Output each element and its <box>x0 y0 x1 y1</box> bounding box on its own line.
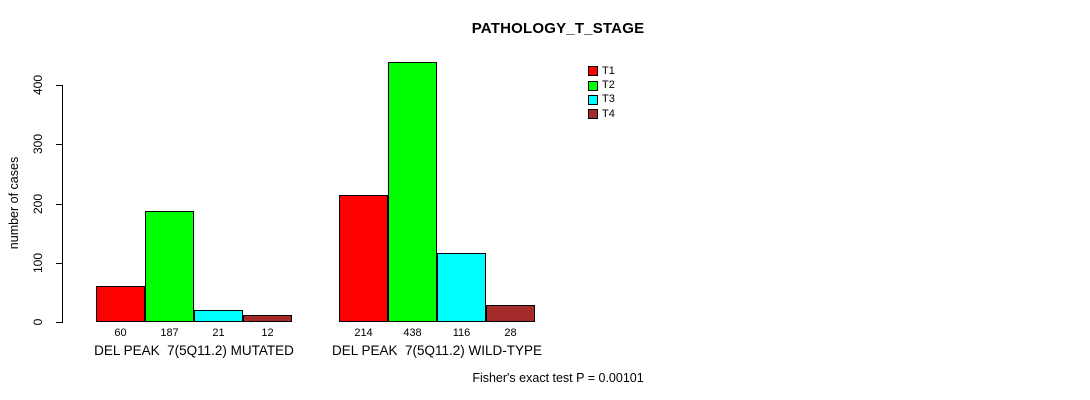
bar-value-label: 187 <box>160 327 179 339</box>
y-tick-label: 400 <box>31 74 45 96</box>
legend-item-t1: T1 <box>588 64 615 78</box>
footnote-pvalue: Fisher's exact test P = 0.00101 <box>472 371 644 385</box>
legend-label: T1 <box>602 64 615 77</box>
legend-label: T3 <box>602 93 615 106</box>
y-axis-label: number of cases <box>7 156 21 250</box>
bar-t1 <box>339 195 388 322</box>
y-tick-mark <box>56 203 62 205</box>
y-tick-mark <box>56 322 62 323</box>
legend-swatch-t2 <box>588 80 598 91</box>
bar-t3 <box>194 310 243 322</box>
bar-value-label: 438 <box>403 327 422 339</box>
bar-t4 <box>486 305 535 322</box>
legend-item-t2: T2 <box>588 78 615 92</box>
legend-swatch-t3 <box>588 94 598 105</box>
legend-swatch-t1 <box>588 66 598 77</box>
group-label: DEL PEAK 7(5Q11.2) MUTATED <box>94 343 294 358</box>
bar-t3 <box>437 253 486 322</box>
y-tick-mark <box>56 262 62 264</box>
legend-item-t4: T4 <box>588 107 615 121</box>
y-tick-mark <box>56 144 62 146</box>
bar-t4 <box>243 315 292 322</box>
bar-value-label: 116 <box>452 327 471 339</box>
y-tick-label: 0 <box>31 318 45 326</box>
bar-t2 <box>388 62 437 322</box>
bar-value-label: 28 <box>504 327 517 339</box>
y-tick-label: 200 <box>31 193 45 214</box>
y-axis-line <box>62 85 63 323</box>
bar-t1 <box>96 286 145 322</box>
y-tick-label: 300 <box>31 134 45 155</box>
legend-label: T4 <box>602 107 615 120</box>
bar-value-label: 12 <box>261 327 274 339</box>
legend-swatch-t4 <box>588 109 598 120</box>
bar-value-label: 214 <box>354 327 373 339</box>
y-tick-mark <box>56 85 62 86</box>
legend: T1 T2 T3 T4 <box>588 64 615 122</box>
chart-title: PATHOLOGY_T_STAGE <box>471 20 645 37</box>
bar-value-label: 21 <box>212 327 225 339</box>
bar-t2 <box>145 211 194 322</box>
legend-label: T2 <box>602 79 615 92</box>
legend-item-t3: T3 <box>588 93 615 107</box>
y-tick-label: 100 <box>31 252 45 273</box>
group-label: DEL PEAK 7(5Q11.2) WILD-TYPE <box>331 343 543 358</box>
bar-value-label: 60 <box>114 327 127 339</box>
